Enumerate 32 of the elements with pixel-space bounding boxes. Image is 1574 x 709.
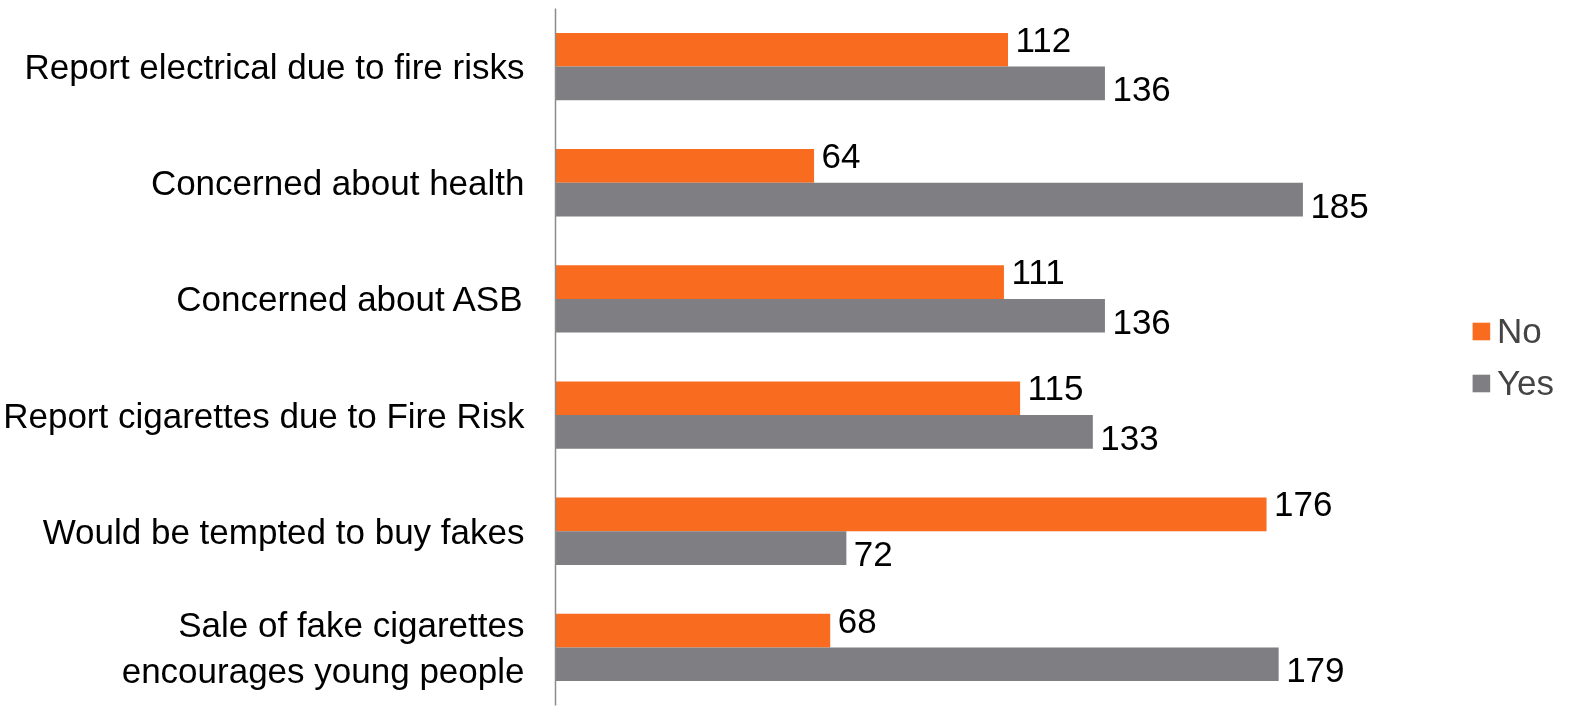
bar [555, 32, 1008, 67]
bar [555, 265, 1004, 299]
y-tick-label: Would be tempted to buy fakes [42, 511, 525, 551]
data-label: 115 [1027, 368, 1084, 408]
y-tick-label: Sale of fake cigarettes encourages young people [121, 604, 525, 691]
y-tick-label: Report cigarettes due to Fire Risk [3, 395, 525, 435]
bar [555, 531, 847, 565]
bar [555, 415, 1093, 449]
bar [555, 497, 1267, 532]
data-label: 112 [1015, 19, 1072, 59]
data-label: 176 [1274, 484, 1333, 524]
legend-label: Yes [1496, 362, 1554, 403]
data-label: 185 [1310, 185, 1369, 225]
bar [555, 182, 1303, 217]
bar [555, 647, 1279, 682]
bar [555, 298, 1105, 333]
data-label: 72 [853, 534, 893, 574]
data-label: 64 [821, 135, 861, 175]
y-tick-label: Concerned about ASB [176, 279, 523, 319]
data-label: 133 [1100, 417, 1159, 457]
data-label: 179 [1286, 650, 1345, 690]
data-label: 68 [837, 600, 877, 640]
data-label: 136 [1112, 301, 1171, 341]
bar [555, 149, 815, 183]
bar [555, 381, 1021, 416]
legend-label: No [1496, 310, 1542, 351]
y-tick-label: Report electrical due to fire risks [24, 47, 525, 87]
y-tick-label: Concerned about health [150, 163, 525, 203]
data-label: 136 [1112, 69, 1171, 109]
bar [555, 66, 1105, 101]
data-label: 111 [1011, 252, 1065, 292]
bar [555, 613, 831, 648]
